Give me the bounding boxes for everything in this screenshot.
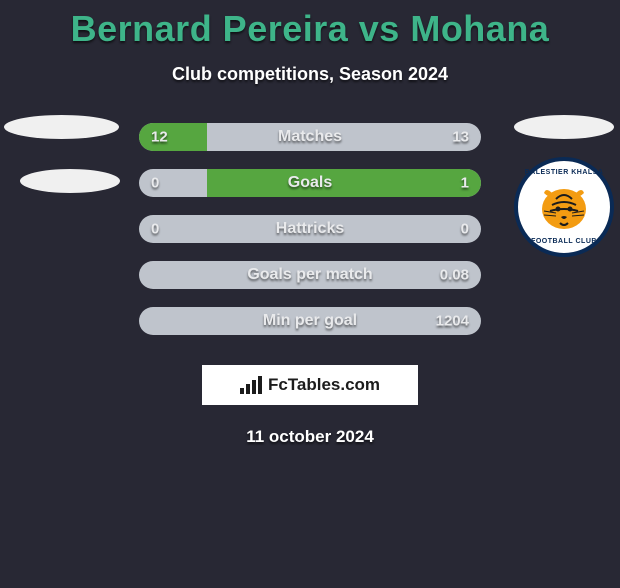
stat-row: Min per goal 1204: [139, 307, 481, 335]
stat-value-left: 0: [151, 221, 159, 238]
stat-rows: 12 Matches 13 0 Goals 1 0 Hattricks 0 Goals per m…: [139, 123, 481, 335]
page-title: Bernard Pereira vs Mohana: [0, 8, 620, 50]
bar-chart-icon: [240, 376, 262, 394]
stat-label: Matches: [278, 128, 342, 146]
subtitle: Club competitions, Season 2024: [0, 64, 620, 85]
stat-value-right: 0: [461, 221, 469, 238]
stat-value-right: 13: [452, 129, 469, 146]
stat-row: 12 Matches 13: [139, 123, 481, 151]
placeholder-ellipse: [20, 169, 120, 193]
stat-row: 0 Hattricks 0: [139, 215, 481, 243]
stats-area: BALESTIER KHALSA FOOTBALL CLUB 12Ma: [0, 123, 620, 335]
stat-label: Goals per match: [247, 266, 372, 284]
date-line: 11 october 2024: [0, 427, 620, 447]
club-logo-top-text: BALESTIER KHALSA: [525, 169, 604, 176]
stat-value-right: 0.08: [440, 267, 469, 284]
stat-label: Hattricks: [276, 220, 344, 238]
club-logo-bottom-text: FOOTBALL CLUB: [531, 238, 597, 245]
brand-text: FcTables.com: [268, 375, 380, 395]
stat-value-right: 1204: [436, 313, 469, 330]
stat-right-fill: [207, 169, 481, 197]
club-logo: BALESTIER KHALSA FOOTBALL CLUB: [514, 157, 614, 257]
placeholder-ellipse: [514, 115, 614, 139]
stat-left-fill: [139, 123, 207, 151]
stat-label: Goals: [288, 174, 332, 192]
brand-box: FcTables.com: [202, 365, 418, 405]
stat-label: Min per goal: [263, 312, 357, 330]
stat-value-right: 1: [461, 175, 469, 192]
tiger-icon: [534, 179, 594, 235]
stat-value-left: 0: [151, 175, 159, 192]
stat-row: Goals per match 0.08: [139, 261, 481, 289]
stat-row: 0 Goals 1: [139, 169, 481, 197]
placeholder-ellipse: [4, 115, 119, 139]
stat-value-left: 12: [151, 129, 168, 146]
